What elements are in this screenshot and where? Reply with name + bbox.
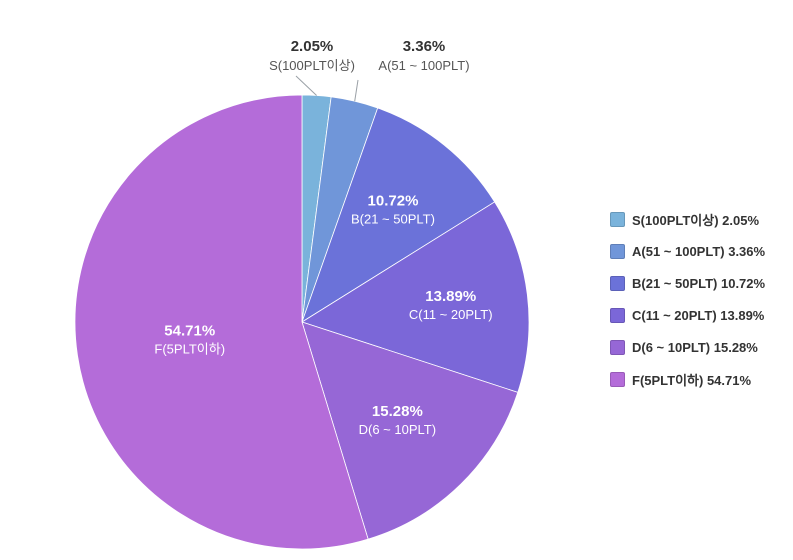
legend-swatch-b [610,276,625,291]
legend-label-c: C(11 ~ 20PLT) 13.89% [632,308,765,323]
pie-slice-b[interactable] [301,107,496,323]
pie-slice-c[interactable] [301,201,530,393]
legend-swatch-d [610,340,625,355]
data-label-cat-b: B(21 ~ 50PLT) [351,212,435,227]
data-label-cat-d: D(6 ~ 10PLT) [359,422,436,437]
pie-slice-d[interactable] [301,321,519,540]
legend-swatch-c [610,308,625,323]
leader-line-a [354,79,359,102]
legend-label-a: A(51 ~ 100PLT) 3.36% [632,244,766,259]
legend-item-s[interactable]: S(100PLT이상) 2.05% [610,209,765,230]
legend-swatch-s [610,212,625,227]
data-label-pct-d: 15.28% [372,403,423,420]
legend-item-d[interactable]: D(6 ~ 10PLT) 15.28% [610,337,765,358]
legend-label-f: F(5PLT이하) 54.71% [632,373,752,388]
legend-label-s: S(100PLT이상) 2.05% [632,213,759,228]
legend-item-b[interactable]: B(21 ~ 50PLT) 10.72% [610,273,765,294]
legend-item-c[interactable]: C(11 ~ 20PLT) 13.89% [610,305,765,326]
data-label-cat-a: A(51 ~ 100PLT) [378,58,469,73]
legend-item-a[interactable]: A(51 ~ 100PLT) 3.36% [610,241,765,262]
data-label-cat-s: S(100PLT이상) [269,58,355,73]
pie-slice-f[interactable] [74,94,369,550]
legend-swatch-f [610,372,625,387]
legend-label-d: D(6 ~ 10PLT) 15.28% [632,340,758,355]
legend-swatch-a [610,244,625,259]
data-label-pct-a: 3.36% [403,38,446,55]
leader-line-s [295,75,317,96]
legend: S(100PLT이상) 2.05% A(51 ~ 100PLT) 3.36% B… [610,209,765,401]
legend-item-f[interactable]: F(5PLT이하) 54.71% [610,369,765,390]
data-label-pct-c: 13.89% [425,288,476,305]
data-label-pct-f: 54.71% [164,323,215,340]
legend-label-b: B(21 ~ 50PLT) 10.72% [632,276,766,291]
data-label-pct-s: 2.05% [291,38,334,55]
data-label-pct-b: 10.72% [368,193,419,210]
data-label-cat-c: C(11 ~ 20PLT) [409,307,493,322]
data-label-cat-f: F(5PLT이하) [154,342,225,357]
